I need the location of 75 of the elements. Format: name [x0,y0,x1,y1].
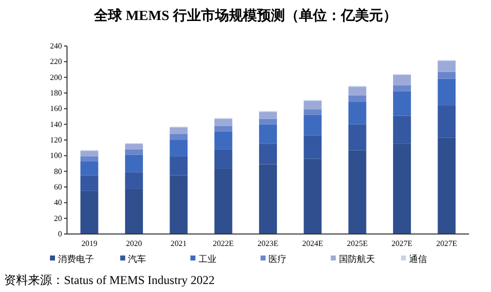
bar [393,91,411,116]
x-tick-label: 2027E [392,239,413,248]
bar [125,144,143,150]
x-tick-label: 2027E [436,239,458,248]
bar [170,134,188,140]
bar [393,144,411,234]
bar [170,127,188,134]
legend-label: 医疗 [268,254,287,264]
x-tick-label: 2020 [126,239,142,248]
bar [393,116,411,144]
bar [214,149,232,169]
bar [80,161,98,176]
bar [259,144,277,164]
legend-label: 国防航天 [338,254,375,264]
bar [393,74,411,86]
bar [259,164,277,234]
bar [393,85,411,92]
bar [214,126,232,132]
x-tick-label: 2023E [258,239,279,248]
bar [170,156,188,176]
y-tick-label: 80 [54,166,62,176]
bar [259,118,277,124]
y-tick-label: 180 [50,88,62,98]
bar [438,138,456,234]
bar [348,150,366,234]
bar [438,60,456,72]
y-tick-label: 240 [50,42,62,51]
bar [214,131,232,150]
bar [259,112,277,119]
x-tick-label: 2021 [170,239,187,248]
y-tick-label: 120 [50,136,62,145]
text: 资料来源：Status of MEMS Industry 2022 [4,273,215,287]
bar [348,86,366,96]
bar [125,172,143,189]
y-tick-label: 20 [54,214,62,223]
bar [259,124,277,144]
legend-label: 工业 [198,254,216,264]
y-tick-label: 160 [50,104,62,114]
y-tick-label: 220 [50,57,62,66]
bar [304,135,322,159]
bar [80,175,98,191]
bar [170,175,188,234]
bar [304,114,322,136]
y-tick-label: 200 [50,72,62,82]
bar [438,78,456,106]
legend-label: 汽车 [128,254,146,264]
chart-title: 全球 MEMS 行业市场规模预测（单位：亿美元） [93,7,397,24]
bar [80,190,98,234]
bar [214,168,232,234]
bar [170,140,188,156]
y-tick-label: 40 [54,198,62,208]
bar [80,156,98,162]
bar [304,158,322,234]
bar [125,154,143,172]
bar [304,100,322,110]
bar [438,72,456,79]
bar [348,124,366,150]
y-tick-label: 0 [58,230,62,239]
x-tick-label: 2025E [346,239,368,248]
bar [125,149,143,155]
x-tick-label: 2024E [302,239,324,248]
y-tick-label: 60 [54,182,62,192]
legend-label: 消费电子 [58,254,94,264]
bar [214,118,232,126]
x-tick-label: 2022E [212,239,234,248]
bar [125,188,143,234]
legend-label: 通信 [409,254,427,264]
bar [348,102,366,124]
x-tick-label: 2019 [81,239,98,248]
y-tick-label: 140 [50,120,62,129]
bar [348,95,366,102]
bar [438,106,456,138]
y-tick-label: 100 [50,151,62,160]
bar [304,109,322,115]
bar [80,150,98,156]
